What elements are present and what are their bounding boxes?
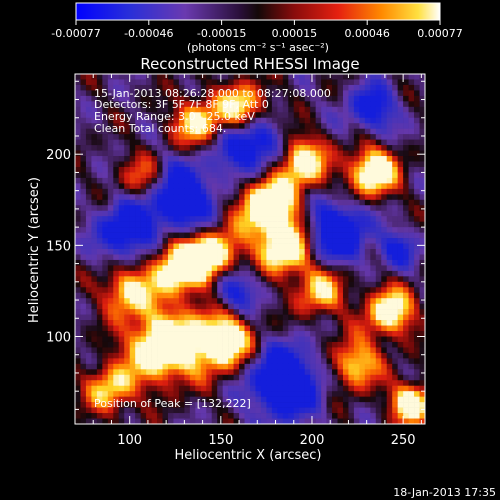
colorbar-tick-label: -0.00077 bbox=[51, 27, 100, 40]
axis-ticks: 100 150 200 250 100 150 200 bbox=[46, 74, 425, 448]
y-tick-label: 100 bbox=[46, 331, 71, 346]
colorbar-tick-label: 0.00077 bbox=[417, 27, 463, 40]
x-tick-label: 100 bbox=[117, 433, 142, 448]
plot-title: Reconstructed RHESSI Image bbox=[140, 55, 359, 73]
colorbar-tick-label: -0.00015 bbox=[197, 27, 246, 40]
x-tick-label: 150 bbox=[208, 433, 233, 448]
annotation-time-range: 15-Jan-2013 08:26:28.000 to 08:27:08.000 bbox=[94, 87, 331, 100]
x-tick-label: 250 bbox=[391, 433, 416, 448]
annotation-energy-range: Energy Range: 3.0 - 25.0 keV bbox=[94, 110, 255, 123]
colorbar-unit-label: (photons cm⁻² s⁻¹ asec⁻²) bbox=[187, 41, 329, 54]
x-tick-label: 200 bbox=[300, 433, 325, 448]
colorbar-tick-label: 0.00015 bbox=[272, 27, 318, 40]
annotation-clean: Clean Total counts: 684. bbox=[94, 122, 226, 135]
y-tick-label: 150 bbox=[46, 239, 71, 254]
colorbar-tick-label: -0.00046 bbox=[124, 27, 173, 40]
reconstructed-image bbox=[75, 74, 426, 425]
colorbar-tick-label: 0.00046 bbox=[344, 27, 390, 40]
plot-frame bbox=[74, 73, 426, 425]
annotation-peak-position: Position of Peak = [132,222] bbox=[94, 397, 251, 410]
annotation-detectors: Detectors: 3F 5F 7F 8F 9F, Att 0 bbox=[94, 98, 269, 111]
y-axis-label: Heliocentric Y (arcsec) bbox=[27, 177, 42, 323]
colorbar-ticks: -0.00077 -0.00046 -0.00015 0.00015 0.00046 0.… bbox=[51, 20, 463, 40]
colorbar bbox=[75, 2, 441, 21]
y-tick-label: 200 bbox=[46, 148, 71, 163]
footer-timestamp: 18-Jan-2013 17:35 bbox=[393, 486, 496, 499]
x-axis-label: Heliocentric X (arcsec) bbox=[175, 448, 322, 463]
